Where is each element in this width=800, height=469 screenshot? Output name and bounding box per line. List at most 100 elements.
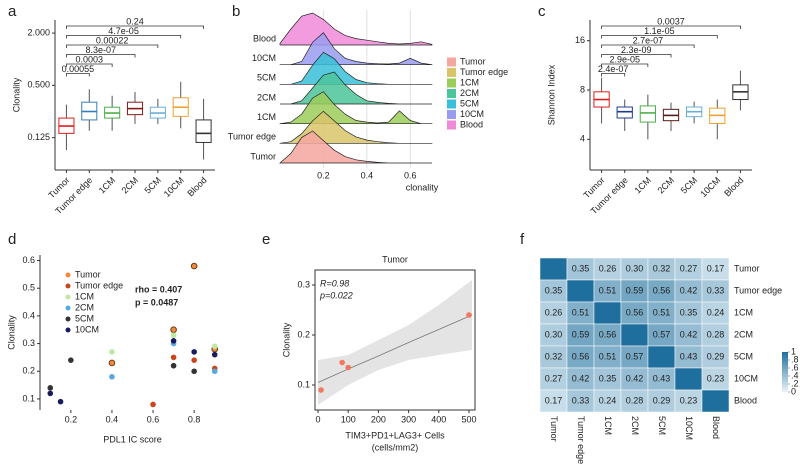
- cell-label: 0.27: [680, 263, 698, 273]
- panel-letter: a: [8, 3, 17, 20]
- y-tick-label: 0.4: [22, 310, 35, 320]
- cell-label: 0.59: [626, 285, 644, 295]
- y-axis-label: Clonality: [11, 77, 21, 112]
- y-tick-label: 16: [575, 35, 585, 45]
- column-label: 1CM: [603, 416, 613, 435]
- point: [170, 326, 177, 334]
- cell: [593, 301, 622, 325]
- point: [170, 354, 177, 361]
- point: [318, 387, 324, 393]
- chart-title: Tumor: [382, 254, 408, 264]
- point: [150, 401, 156, 408]
- cell-label: 0.56: [626, 307, 644, 317]
- x-tick-label: 2CM: [656, 175, 677, 196]
- row-label: 10CM: [734, 373, 758, 383]
- point: [68, 357, 74, 363]
- cell-label: 0.30: [545, 329, 563, 339]
- bracket: [601, 35, 718, 39]
- point: [211, 368, 218, 375]
- point: [345, 364, 352, 371]
- point: [191, 349, 197, 355]
- cell: [539, 257, 568, 281]
- colorbar: [782, 352, 788, 392]
- x-tick-label: 5CM: [142, 175, 163, 196]
- point: [339, 359, 345, 366]
- group-label: Tumor: [250, 151, 276, 161]
- cell: [620, 323, 649, 347]
- x-tick-label: 10CM: [162, 175, 186, 199]
- cell-label: 0.51: [653, 307, 671, 317]
- y-tick-label: 2.000: [27, 27, 50, 37]
- legend-label: Tumor edge: [75, 280, 123, 290]
- legend-label: 2CM: [460, 88, 479, 98]
- cell-label: 0.42: [680, 329, 698, 339]
- cell-label: 0.59: [572, 329, 590, 339]
- legend-marker: [65, 272, 71, 278]
- cell-label: 0.29: [653, 395, 671, 405]
- panel-letter: e: [262, 231, 270, 248]
- cell-label: 0.57: [653, 329, 671, 339]
- cell-label: 0.26: [599, 263, 617, 273]
- p-value: 4.7e-05: [108, 26, 139, 36]
- density: [279, 12, 433, 46]
- panel-letter: f: [520, 231, 525, 248]
- legend-label: 10CM: [75, 324, 99, 334]
- y-tick-label: 4: [580, 134, 585, 144]
- point: [109, 349, 115, 355]
- bracket: [601, 54, 672, 58]
- y-tick-label: 0.500: [27, 80, 50, 90]
- point: [170, 338, 177, 344]
- bracket: [66, 44, 159, 48]
- bracket: [601, 44, 695, 48]
- cell-label: 0.33: [707, 285, 725, 295]
- legend-swatch: [447, 99, 456, 109]
- legend-label: 10CM: [460, 109, 484, 119]
- cell-label: 0.35: [680, 307, 698, 317]
- point: [466, 312, 472, 318]
- x-tick-label: 400: [431, 414, 446, 424]
- row-label: 1CM: [734, 307, 753, 317]
- cell-label: 0.43: [653, 373, 671, 383]
- point: [108, 359, 116, 367]
- cell-label: 0.51: [599, 351, 617, 361]
- colorbar-label: 1: [791, 346, 796, 356]
- p-value: 2.9e-05: [609, 54, 640, 64]
- x-tick-label: 2CM: [120, 175, 141, 196]
- cell-label: 0.42: [572, 373, 590, 383]
- y-tick-label: 0.3: [297, 279, 310, 289]
- row-label: Blood: [734, 395, 757, 405]
- row-label: 2CM: [734, 329, 753, 339]
- annotation: R=0.98: [320, 278, 349, 288]
- group-label: Tumor edge: [228, 132, 276, 142]
- p-value: 0.00022: [96, 35, 129, 45]
- x-tick-label: 0: [316, 414, 321, 424]
- y-axis-label: Clonality: [281, 322, 291, 357]
- y-tick-label: 0.1: [297, 379, 310, 389]
- group-label: 10CM: [252, 53, 276, 63]
- p-value: 8.3e-07: [85, 45, 116, 55]
- column-label: Tumor edge: [576, 416, 586, 464]
- x-tick-label: 0.8: [188, 414, 201, 424]
- legend-label: 5CM: [460, 98, 479, 108]
- cell: [674, 367, 703, 391]
- density: [279, 130, 432, 164]
- cell-label: 0.35: [572, 263, 590, 273]
- colorbar-label: 0: [791, 386, 796, 396]
- y-tick-label: 0.6: [22, 255, 35, 265]
- p-value: 2.4e-07: [598, 64, 629, 74]
- x-tick-label: 0.4: [361, 170, 374, 180]
- bracket: [601, 73, 626, 77]
- x-tick-label: 5CM: [679, 175, 700, 196]
- point: [191, 357, 197, 363]
- column-label: Tumor: [549, 416, 559, 442]
- x-tick-label: 1CM: [632, 175, 653, 196]
- legend-marker: [65, 294, 71, 300]
- p-value: 0.00055: [62, 64, 95, 74]
- row-label: Tumor edge: [734, 285, 782, 295]
- legend-label: Tumor edge: [460, 67, 508, 77]
- p-value: 1.1e-05: [644, 26, 675, 36]
- p-value: 0.24: [126, 16, 144, 26]
- colorbar-label: .8: [791, 354, 799, 364]
- row-label: Tumor: [734, 263, 760, 273]
- cell-label: 0.57: [626, 351, 644, 361]
